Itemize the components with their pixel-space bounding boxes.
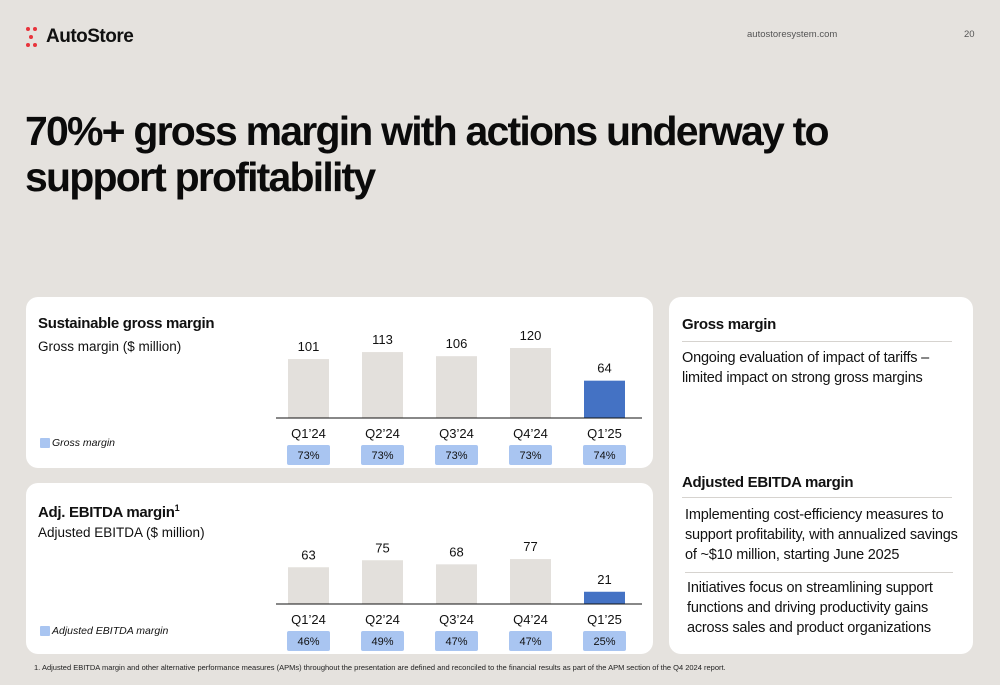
gross-margin-card: Sustainable gross margin Gross margin ($… [26, 297, 653, 468]
page-number: 20 [964, 29, 975, 40]
bar-value-label: 63 [301, 547, 315, 562]
bar-value-label: 77 [523, 539, 537, 554]
category-label: Q4’24 [513, 426, 548, 441]
category-label: Q3’24 [439, 426, 474, 441]
category-label: Q1’24 [291, 612, 326, 627]
margin-label: 47% [519, 636, 541, 648]
commentary-card: Gross margin Ongoing evaluation of impac… [669, 297, 973, 654]
category-label: Q4’24 [513, 612, 548, 627]
bar-value-label: 21 [597, 572, 611, 587]
ebitda-commentary-1: Implementing cost-efficiency measures to… [685, 507, 958, 563]
gross-margin-commentary: Ongoing evaluation of impact of tariffs … [682, 350, 930, 386]
category-label: Q2’24 [365, 612, 400, 627]
margin-label: 46% [297, 636, 319, 648]
ebitda-commentary-2: Initiatives focus on streamlining suppor… [687, 580, 933, 636]
gross-margin-chart: 101 Q1’24 73% 113 Q2’24 73% 106 Q3’24 73% 120 Q4’2… [276, 328, 642, 465]
margin-pill [435, 445, 478, 465]
margin-label: 73% [297, 450, 319, 462]
footnote: 1. Adjusted EBITDA margin and other alte… [34, 663, 726, 672]
page-title: 70%+ gross margin with actions underway … [25, 108, 830, 200]
bar [288, 359, 329, 418]
divider [685, 572, 953, 573]
bar-value-label: 113 [372, 332, 393, 347]
margin-pill [435, 631, 478, 651]
logo-text: AutoStore [46, 26, 134, 47]
margin-label: 25% [593, 636, 615, 648]
footnote-text: Adjusted EBITDA margin and other alterna… [41, 663, 726, 672]
gross-margin-heading: Gross margin [682, 316, 776, 333]
divider [682, 341, 952, 342]
margin-label: 49% [371, 636, 393, 648]
legend-swatch [40, 626, 50, 636]
bar-value-label: 64 [597, 361, 611, 376]
margin-label: 74% [593, 450, 615, 462]
margin-pill [509, 631, 552, 651]
bar-value-label: 120 [520, 328, 542, 343]
ebitda-margin-card: Adj. EBITDA margin1 Adjusted EBITDA ($ m… [26, 483, 653, 654]
ebitda-title-footnote-marker: 1 [174, 503, 180, 513]
legend-swatch [40, 438, 50, 448]
margin-label: 73% [371, 450, 393, 462]
bar [436, 356, 477, 418]
margin-pill [583, 631, 626, 651]
ebitda-legend: Adjusted EBITDA margin [40, 625, 168, 637]
bar [436, 564, 477, 604]
margin-label: 73% [519, 450, 541, 462]
ebitda-title: Adj. EBITDA margin1 [38, 503, 180, 521]
bar [510, 559, 551, 604]
margin-pill [287, 445, 330, 465]
category-label: Q3’24 [439, 612, 474, 627]
bar [584, 591, 625, 604]
bar [362, 560, 403, 604]
margin-pill [361, 631, 404, 651]
bar [288, 567, 329, 604]
autostore-logo[interactable]: AutoStore [26, 26, 134, 48]
margin-pill [287, 631, 330, 651]
ebitda-chart: 63 Q1’24 46% 75 Q2’24 49% 68 Q3’24 47% 77 Q4’24 47%… [276, 539, 642, 651]
bar-value-label: 101 [298, 339, 320, 354]
margin-pill [583, 445, 626, 465]
margin-pill [509, 445, 552, 465]
gross-margin-title: Sustainable gross margin [38, 315, 215, 332]
divider [682, 497, 952, 498]
bar [584, 380, 625, 418]
legend-label: Gross margin [52, 437, 116, 449]
bar-value-label: 106 [446, 336, 468, 351]
bar-value-label: 68 [449, 544, 463, 559]
ebitda-subtitle: Adjusted EBITDA ($ million) [38, 525, 205, 540]
margin-label: 47% [445, 636, 467, 648]
category-label: Q1’25 [587, 612, 622, 627]
footnote-marker: 1. [34, 663, 41, 672]
ebitda-heading: Adjusted EBITDA margin [682, 474, 854, 491]
margin-label: 73% [445, 450, 467, 462]
gross-margin-subtitle: Gross margin ($ million) [38, 339, 182, 354]
gross-margin-legend: Gross margin [40, 437, 115, 449]
legend-label: Adjusted EBITDA margin [52, 625, 169, 637]
category-label: Q1’25 [587, 426, 622, 441]
bar [510, 348, 551, 418]
category-label: Q2’24 [365, 426, 400, 441]
bar [362, 352, 403, 418]
autostore-logo-icon [26, 27, 40, 47]
ebitda-title-text: Adj. EBITDA margin [38, 504, 175, 521]
margin-pill [361, 445, 404, 465]
website-url[interactable]: autostoresystem.com [747, 29, 838, 40]
category-label: Q1’24 [291, 426, 326, 441]
bar-value-label: 75 [375, 540, 389, 555]
